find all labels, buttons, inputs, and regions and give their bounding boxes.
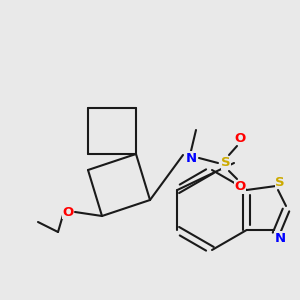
Text: O: O	[234, 131, 246, 145]
Text: N: N	[274, 232, 286, 244]
Text: S: S	[275, 176, 285, 188]
Text: O: O	[234, 181, 246, 194]
Text: N: N	[185, 152, 197, 164]
Text: O: O	[62, 206, 74, 218]
Text: S: S	[221, 157, 231, 169]
